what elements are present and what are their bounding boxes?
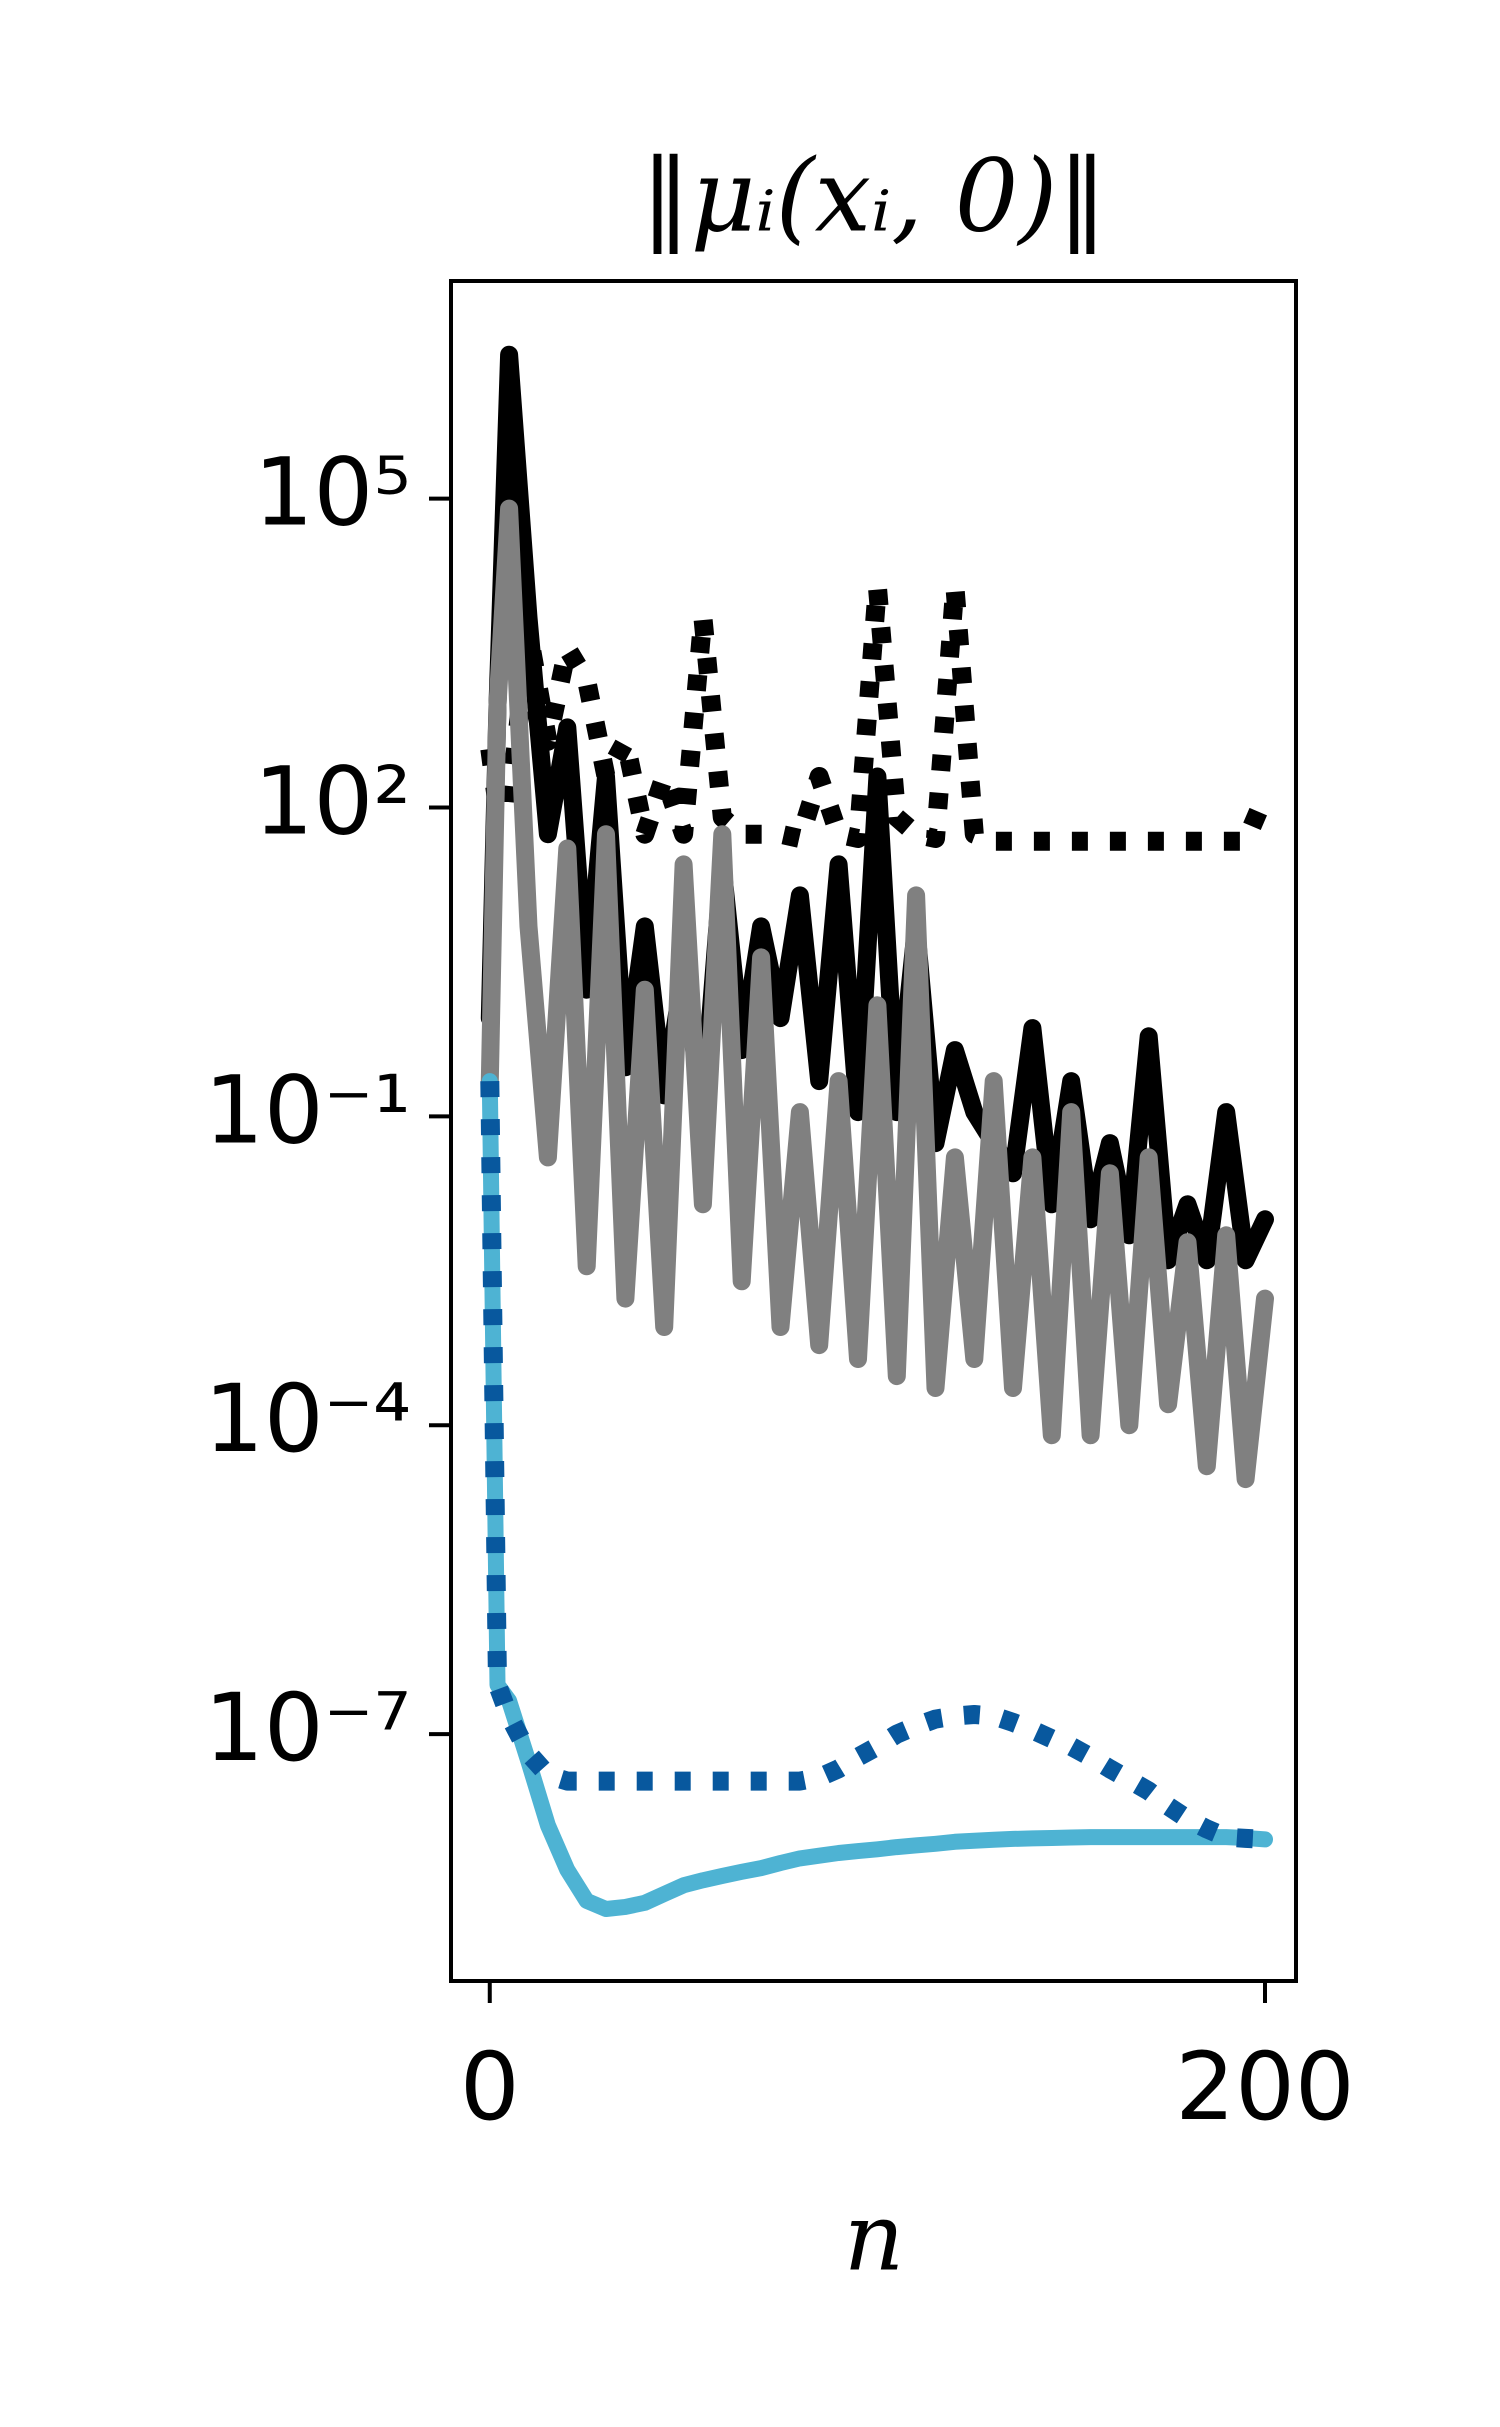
y-tick-label: 10⁻¹ <box>204 1056 411 1165</box>
series-line <box>480 1080 1266 1849</box>
x-tick-label: 200 <box>1175 2033 1354 2142</box>
plot-frame <box>449 279 1298 1983</box>
y-tick-label: 10⁻⁷ <box>204 1674 411 1783</box>
x-tick-label: 0 <box>460 2033 520 2142</box>
series-line <box>480 345 1274 1270</box>
y-tick-label: 10⁻⁴ <box>204 1365 411 1474</box>
series-line <box>480 577 1274 851</box>
x-axis-label: n <box>844 2183 905 2292</box>
y-tick-label: 10⁵ <box>254 439 411 548</box>
series-line <box>480 499 1274 1489</box>
chart-title: ‖μᵢ(xᵢ, 0)‖ <box>641 138 1108 255</box>
y-tick-label: 10² <box>254 747 411 856</box>
series-line <box>481 1073 1273 1917</box>
